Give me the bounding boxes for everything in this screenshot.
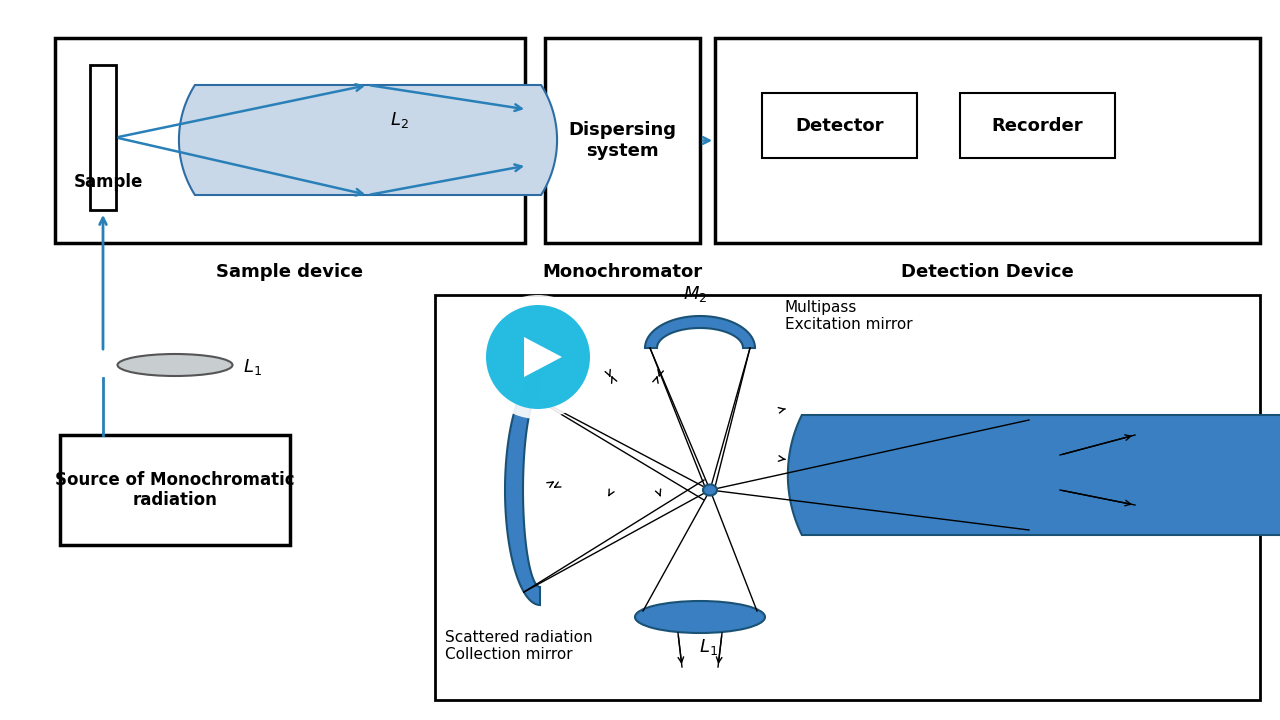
- Text: Scattered radiation
Collection mirror: Scattered radiation Collection mirror: [445, 630, 593, 662]
- Text: Sample device: Sample device: [216, 263, 364, 281]
- Text: $L_2$: $L_2$: [1065, 470, 1084, 490]
- FancyBboxPatch shape: [716, 38, 1260, 243]
- Ellipse shape: [118, 354, 233, 376]
- Text: Recorder: Recorder: [992, 117, 1083, 135]
- Text: Source of Monochromatic
radiation: Source of Monochromatic radiation: [55, 471, 294, 510]
- FancyBboxPatch shape: [435, 295, 1260, 700]
- Circle shape: [486, 305, 590, 409]
- Text: $L_1$: $L_1$: [699, 637, 718, 657]
- Polygon shape: [506, 375, 540, 605]
- Text: $L_2$: $L_2$: [390, 110, 408, 130]
- FancyBboxPatch shape: [60, 435, 291, 545]
- Polygon shape: [524, 337, 562, 377]
- Text: Detector: Detector: [795, 117, 883, 135]
- FancyBboxPatch shape: [55, 38, 525, 243]
- Polygon shape: [788, 415, 1280, 535]
- FancyBboxPatch shape: [545, 38, 700, 243]
- Text: $M_2$: $M_2$: [682, 284, 707, 304]
- FancyBboxPatch shape: [762, 93, 916, 158]
- Text: Dispersing
system: Dispersing system: [568, 121, 677, 160]
- Text: Monochromator: Monochromator: [543, 263, 703, 281]
- Ellipse shape: [703, 485, 717, 495]
- Text: Multipass
Excitation mirror: Multipass Excitation mirror: [785, 300, 913, 332]
- Circle shape: [476, 295, 600, 419]
- Text: Detection Device: Detection Device: [901, 263, 1074, 281]
- Polygon shape: [645, 316, 755, 348]
- Text: $L_1$: $L_1$: [243, 357, 262, 377]
- FancyBboxPatch shape: [960, 93, 1115, 158]
- Polygon shape: [179, 85, 557, 195]
- Ellipse shape: [635, 601, 765, 633]
- FancyBboxPatch shape: [90, 65, 116, 210]
- Text: Sample: Sample: [73, 173, 142, 191]
